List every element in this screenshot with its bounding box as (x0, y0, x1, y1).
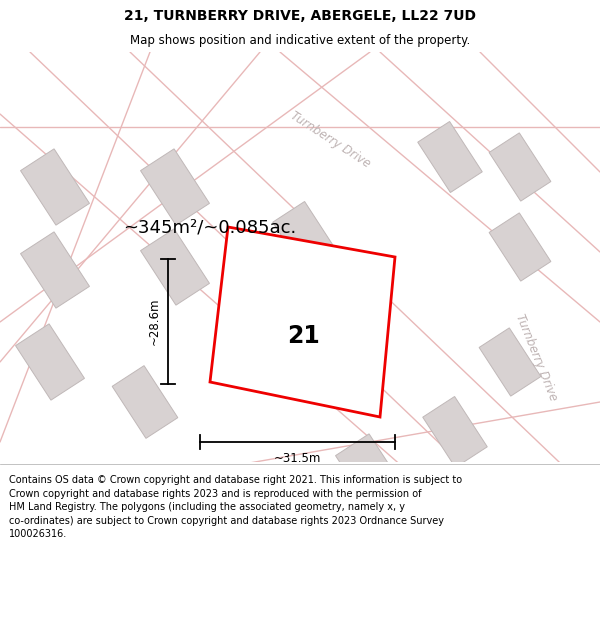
Polygon shape (273, 201, 337, 272)
Polygon shape (423, 396, 487, 468)
Text: 21, TURNBERRY DRIVE, ABERGELE, LL22 7UD: 21, TURNBERRY DRIVE, ABERGELE, LL22 7UD (124, 9, 476, 22)
Text: ~31.5m: ~31.5m (274, 451, 321, 464)
Polygon shape (479, 328, 541, 396)
Text: ~345m²/~0.085ac.: ~345m²/~0.085ac. (124, 218, 296, 236)
Polygon shape (489, 133, 551, 201)
Polygon shape (140, 229, 209, 305)
Polygon shape (335, 434, 404, 510)
Text: Map shows position and indicative extent of the property.: Map shows position and indicative extent… (130, 34, 470, 47)
Polygon shape (210, 227, 395, 417)
Text: Turnberry Drive: Turnberry Drive (512, 312, 559, 402)
Polygon shape (140, 149, 209, 225)
Text: ~28.6m: ~28.6m (148, 298, 161, 345)
Polygon shape (112, 366, 178, 438)
Polygon shape (16, 324, 85, 400)
Text: 21: 21 (287, 324, 320, 348)
Text: Turnberry Drive: Turnberry Drive (287, 109, 373, 171)
Polygon shape (418, 121, 482, 192)
Text: Contains OS data © Crown copyright and database right 2021. This information is : Contains OS data © Crown copyright and d… (9, 475, 462, 539)
Polygon shape (20, 149, 89, 225)
Polygon shape (489, 213, 551, 281)
Polygon shape (20, 232, 89, 308)
